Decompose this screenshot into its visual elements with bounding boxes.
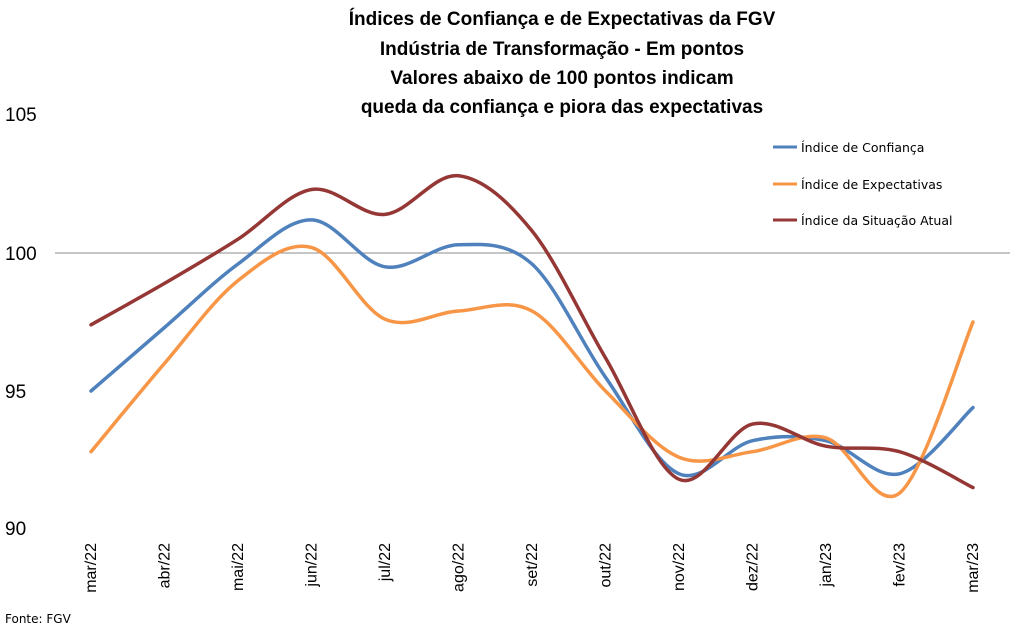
data-point-situacao-atual xyxy=(530,229,534,233)
data-point-confianca xyxy=(604,376,607,379)
x-tick-label: set/22 xyxy=(524,543,541,587)
data-point-expectativas xyxy=(383,318,387,321)
data-point-confianca xyxy=(163,326,166,329)
chart-title-line-1: Índices de Confiança e de Expectativas d… xyxy=(349,8,776,30)
data-point-confianca xyxy=(236,262,240,266)
x-tick-label: jun/22 xyxy=(304,543,321,588)
data-point-situacao-atual xyxy=(824,445,828,448)
x-tick-label: ago/22 xyxy=(451,543,468,592)
legend-label-situacao-atual: Índice da Situação Atual xyxy=(801,213,952,228)
data-point-expectativas xyxy=(677,456,681,459)
data-point-situacao-atual xyxy=(457,174,460,177)
data-point-expectativas xyxy=(163,362,166,365)
data-point-situacao-atual xyxy=(163,282,166,285)
legend-item-confianca: Índice de Confiança xyxy=(773,140,924,155)
chart-title-line-2: Indústria de Transformação - Em pontos xyxy=(380,39,744,60)
x-tick-label: abr/22 xyxy=(157,543,174,588)
data-point-situacao-atual xyxy=(751,422,754,426)
data-point-confianca xyxy=(898,472,901,475)
legend: Índice de Confiança Índice de Expectativ… xyxy=(773,140,952,228)
data-point-expectativas xyxy=(89,450,93,453)
chart-title: Índices de Confiança e de Expectativas d… xyxy=(349,8,776,118)
x-tick-label: mar/22 xyxy=(83,543,100,593)
x-tick-label: mai/22 xyxy=(230,543,247,591)
y-tick-label-100: 100 xyxy=(5,244,37,265)
data-point-confianca xyxy=(751,439,754,442)
chart-title-line-3: Valores abaixo de 100 pontos indicam xyxy=(390,68,733,89)
x-axis: mar/22 abr/22 mai/22 jun/22 jul/22 ago/22 set/… xyxy=(83,543,982,593)
data-point-expectativas xyxy=(898,491,901,495)
data-point-situacao-atual xyxy=(236,238,240,241)
source-note: Fonte: FGV xyxy=(5,612,72,626)
data-point-expectativas xyxy=(751,450,754,453)
data-point-situacao-atual xyxy=(383,213,387,216)
legend-label-expectativas: Índice de Expectativas xyxy=(801,177,942,192)
y-tick-label-105: 105 xyxy=(5,105,37,126)
data-point-situacao-atual xyxy=(604,356,607,360)
data-point-confianca xyxy=(383,265,387,268)
y-tick-label-90: 90 xyxy=(5,519,26,540)
legend-item-situacao-atual: Índice da Situação Atual xyxy=(773,213,952,228)
x-tick-label: dez/22 xyxy=(745,543,762,591)
data-point-expectativas xyxy=(530,309,534,313)
data-point-expectativas xyxy=(310,246,313,249)
legend-item-expectativas: Índice de Expectativas xyxy=(773,177,942,192)
x-tick-label: jul/22 xyxy=(377,543,394,582)
series-layer xyxy=(89,173,975,498)
y-tick-label-95: 95 xyxy=(5,382,26,403)
data-point-situacao-atual xyxy=(677,478,681,481)
data-point-expectativas xyxy=(236,279,240,282)
data-point-expectativas xyxy=(457,309,460,313)
x-tick-label: out/22 xyxy=(598,543,615,588)
data-point-situacao-atual xyxy=(89,323,93,326)
data-point-confianca xyxy=(824,439,828,442)
data-point-expectativas xyxy=(604,389,607,393)
data-point-confianca xyxy=(310,218,313,222)
data-point-situacao-atual xyxy=(971,486,975,489)
legend-label-confianca: Índice de Confiança xyxy=(801,140,924,155)
data-point-confianca xyxy=(971,406,975,409)
data-point-situacao-atual xyxy=(310,188,313,191)
y-axis: 105 100 95 90 xyxy=(5,105,37,540)
data-point-expectativas xyxy=(971,320,975,324)
x-tick-label: mar/23 xyxy=(965,543,982,593)
data-point-confianca xyxy=(677,472,681,475)
data-point-confianca xyxy=(89,389,93,393)
data-point-situacao-atual xyxy=(898,450,901,453)
data-point-confianca xyxy=(457,243,460,246)
x-tick-label: nov/22 xyxy=(671,543,688,591)
series-line-expectativas xyxy=(89,244,975,498)
data-point-confianca xyxy=(530,262,534,266)
x-tick-label: jan/23 xyxy=(818,543,835,588)
x-tick-label: fev/23 xyxy=(892,543,909,587)
series-line-confianca xyxy=(89,218,975,478)
chart-title-line-4: queda da confiança e piora das expectati… xyxy=(361,97,763,118)
data-point-expectativas xyxy=(824,436,828,440)
